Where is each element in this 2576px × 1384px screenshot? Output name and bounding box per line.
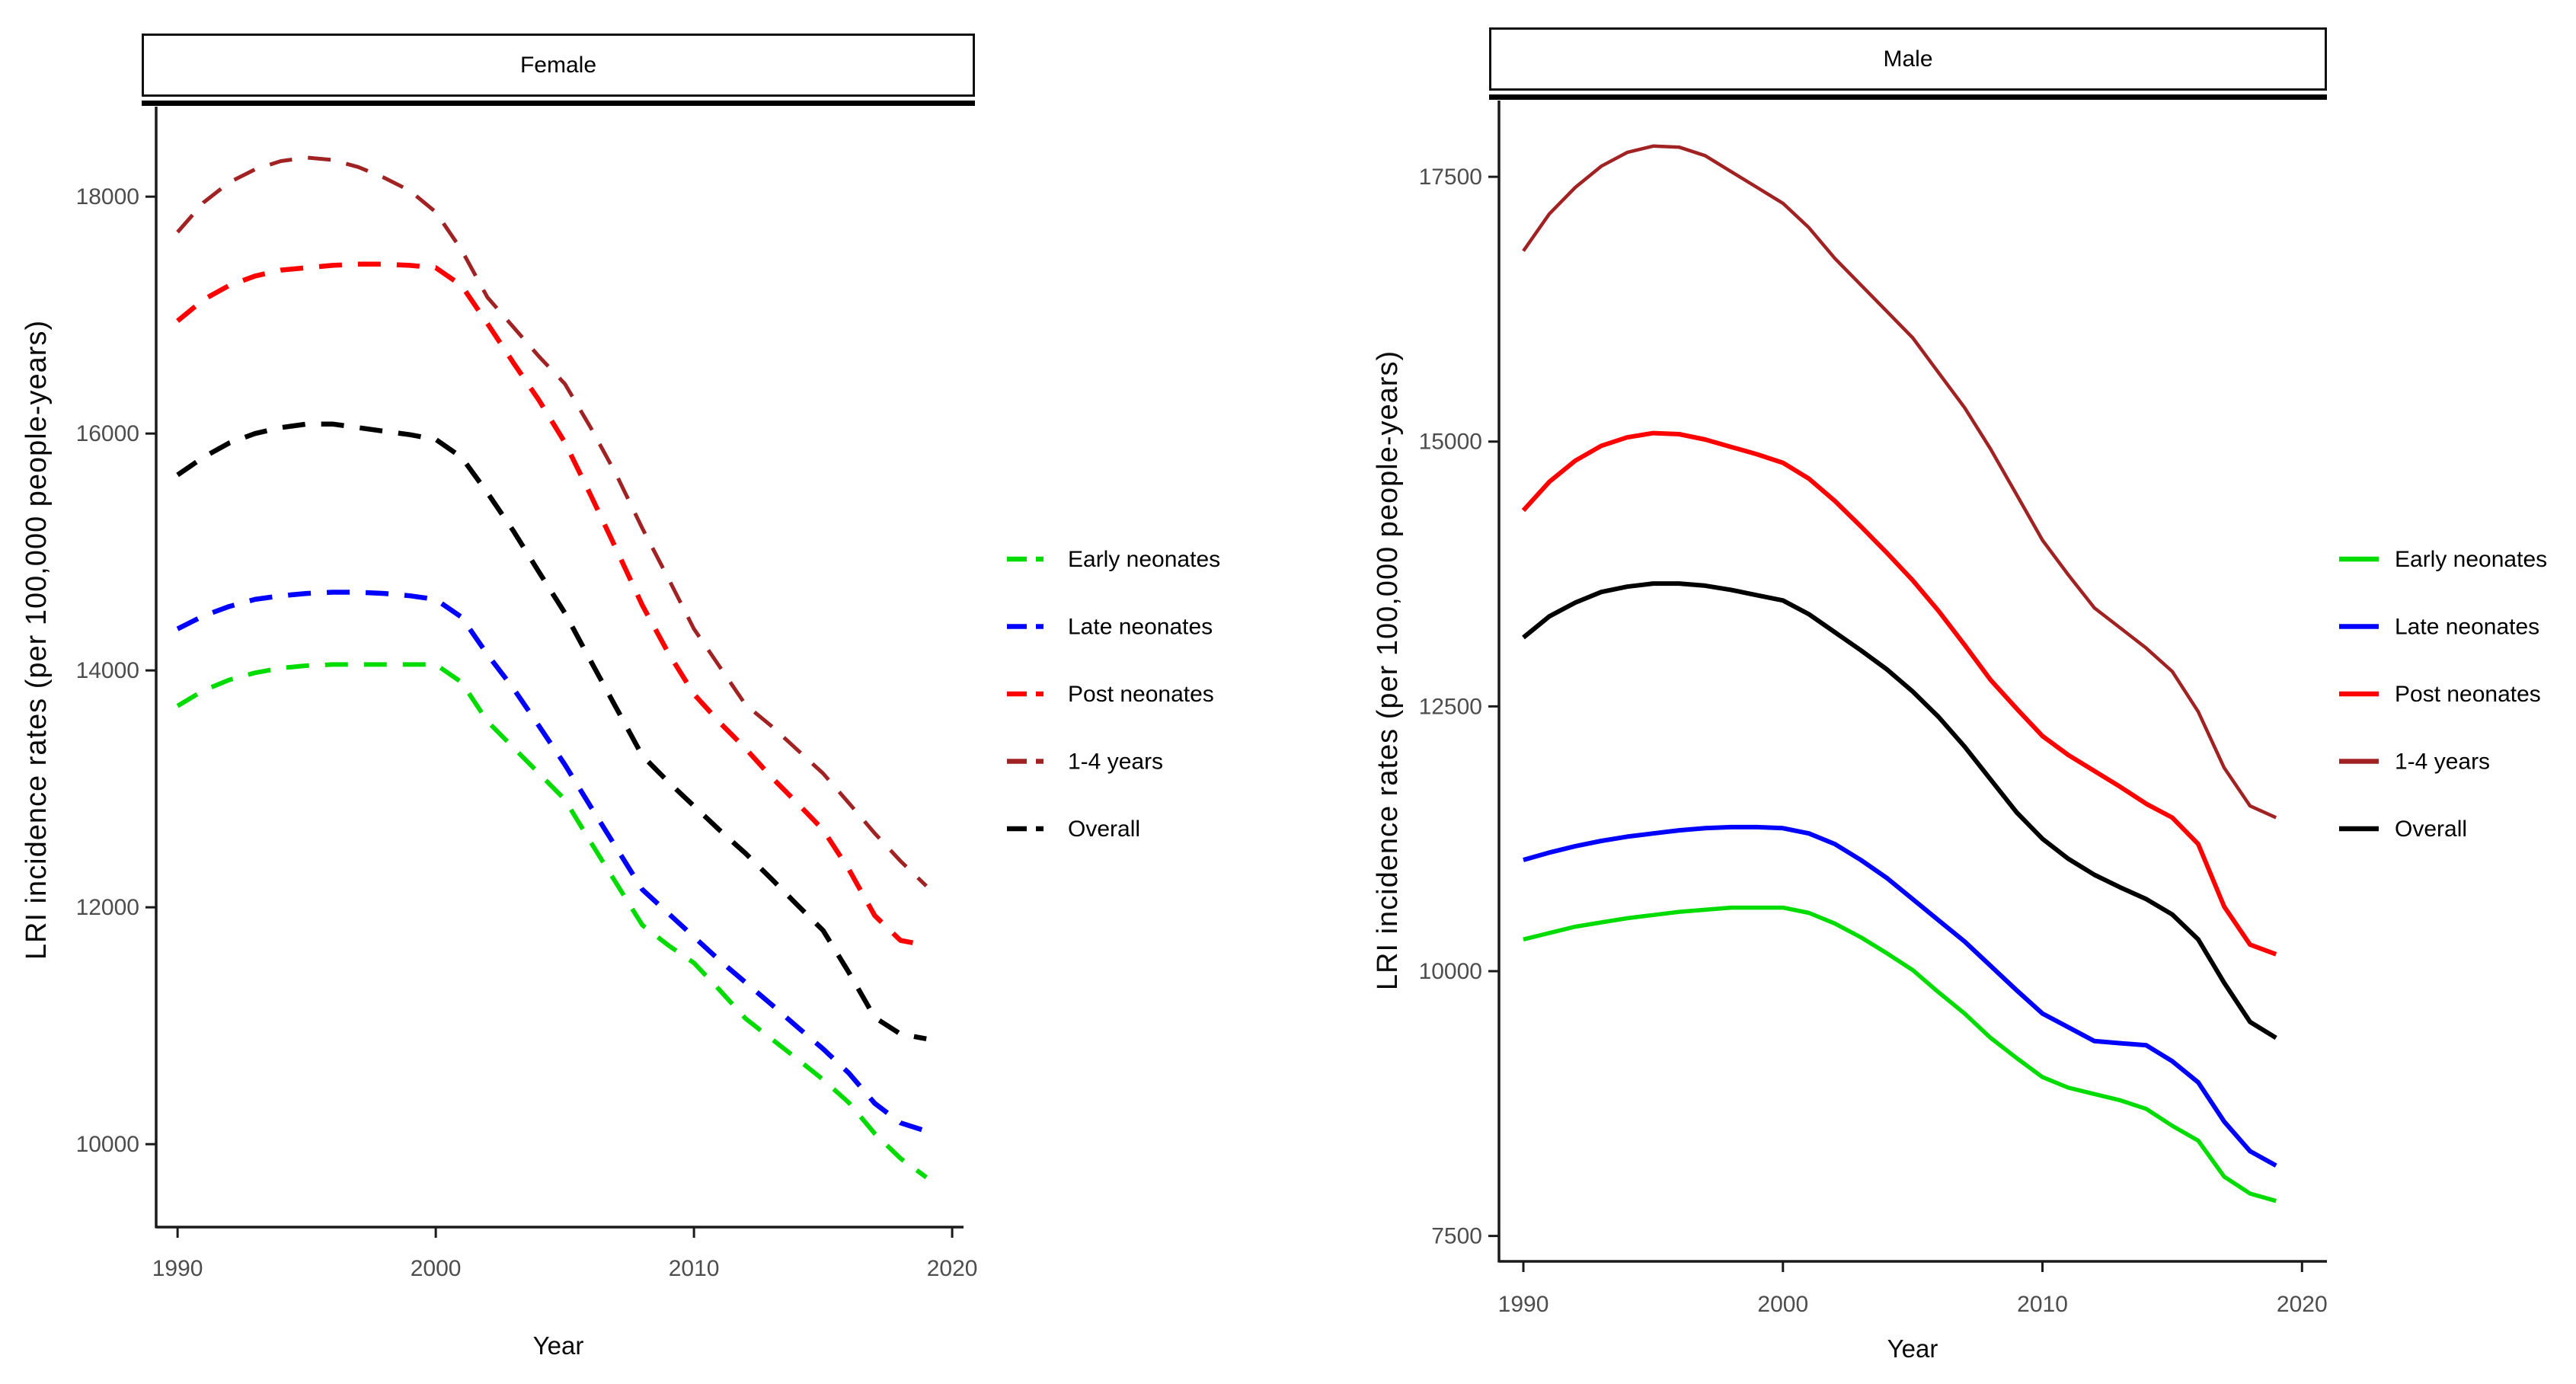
female-series-post-neonates	[176, 261, 927, 948]
y-tick-label: 16000	[76, 421, 139, 446]
male-series-post-neonates	[1521, 430, 2277, 957]
y-tick-label: 10000	[1419, 959, 1482, 984]
legend-label-post-neonates: Post neonates	[1068, 682, 1214, 707]
legend-label-late-neonates: Late neonates	[2395, 615, 2539, 640]
male-series-1-4-years	[1522, 144, 2277, 820]
strip-underline-female	[142, 101, 975, 106]
male-series-overall	[1522, 581, 2277, 1040]
facet-strip-female: Female	[142, 34, 975, 97]
x-tick-label: 1990	[152, 1256, 203, 1281]
female-series-late-neonates	[176, 590, 928, 1134]
facet-strip-male: Male	[1489, 27, 2327, 91]
legend-label-1-4-years: 1-4 years	[1068, 750, 1163, 775]
x-axis-title-male: Year	[1887, 1334, 1938, 1363]
female-series-overall	[176, 421, 927, 1041]
legend-label-early-neonates: Early neonates	[2395, 547, 2547, 572]
female-series-early-neonates	[176, 662, 928, 1180]
x-tick-label: 2000	[411, 1256, 462, 1281]
legend-label-overall: Overall	[2395, 817, 2467, 842]
male-series-early-neonates	[1523, 905, 2277, 1203]
x-tick-label: 1990	[1498, 1292, 1549, 1317]
y-tick-label: 14000	[76, 658, 139, 683]
x-tick-label: 2010	[669, 1256, 720, 1281]
x-tick-label: 2020	[927, 1256, 978, 1281]
x-tick-label: 2020	[2277, 1292, 2328, 1317]
y-tick-label: 18000	[76, 184, 139, 209]
legend-label-overall: Overall	[1068, 817, 1140, 842]
y-tick-label: 10000	[76, 1132, 139, 1157]
y-tick-label: 12000	[76, 895, 139, 920]
strip-underline-male	[1489, 94, 2327, 100]
male-series-late-neonates	[1523, 824, 2277, 1168]
facet-strip-label-female: Female	[519, 52, 597, 78]
x-axis-title-female: Year	[532, 1331, 584, 1360]
legend-label-late-neonates: Late neonates	[1068, 615, 1213, 640]
y-tick-label: 7500	[1431, 1224, 1482, 1249]
y-tick-label: 15000	[1419, 430, 1482, 455]
x-tick-label: 2000	[1757, 1292, 1808, 1317]
x-tick-label: 2010	[2017, 1292, 2068, 1317]
y-tick-label: 12500	[1419, 694, 1482, 719]
legend-label-post-neonates: Post neonates	[2395, 682, 2541, 707]
y-tick-label: 17500	[1419, 165, 1482, 190]
facet-strip-label-male: Male	[1883, 46, 1933, 72]
legend-label-early-neonates: Early neonates	[1068, 547, 1220, 572]
legend-label-1-4-years: 1-4 years	[2395, 750, 2490, 775]
